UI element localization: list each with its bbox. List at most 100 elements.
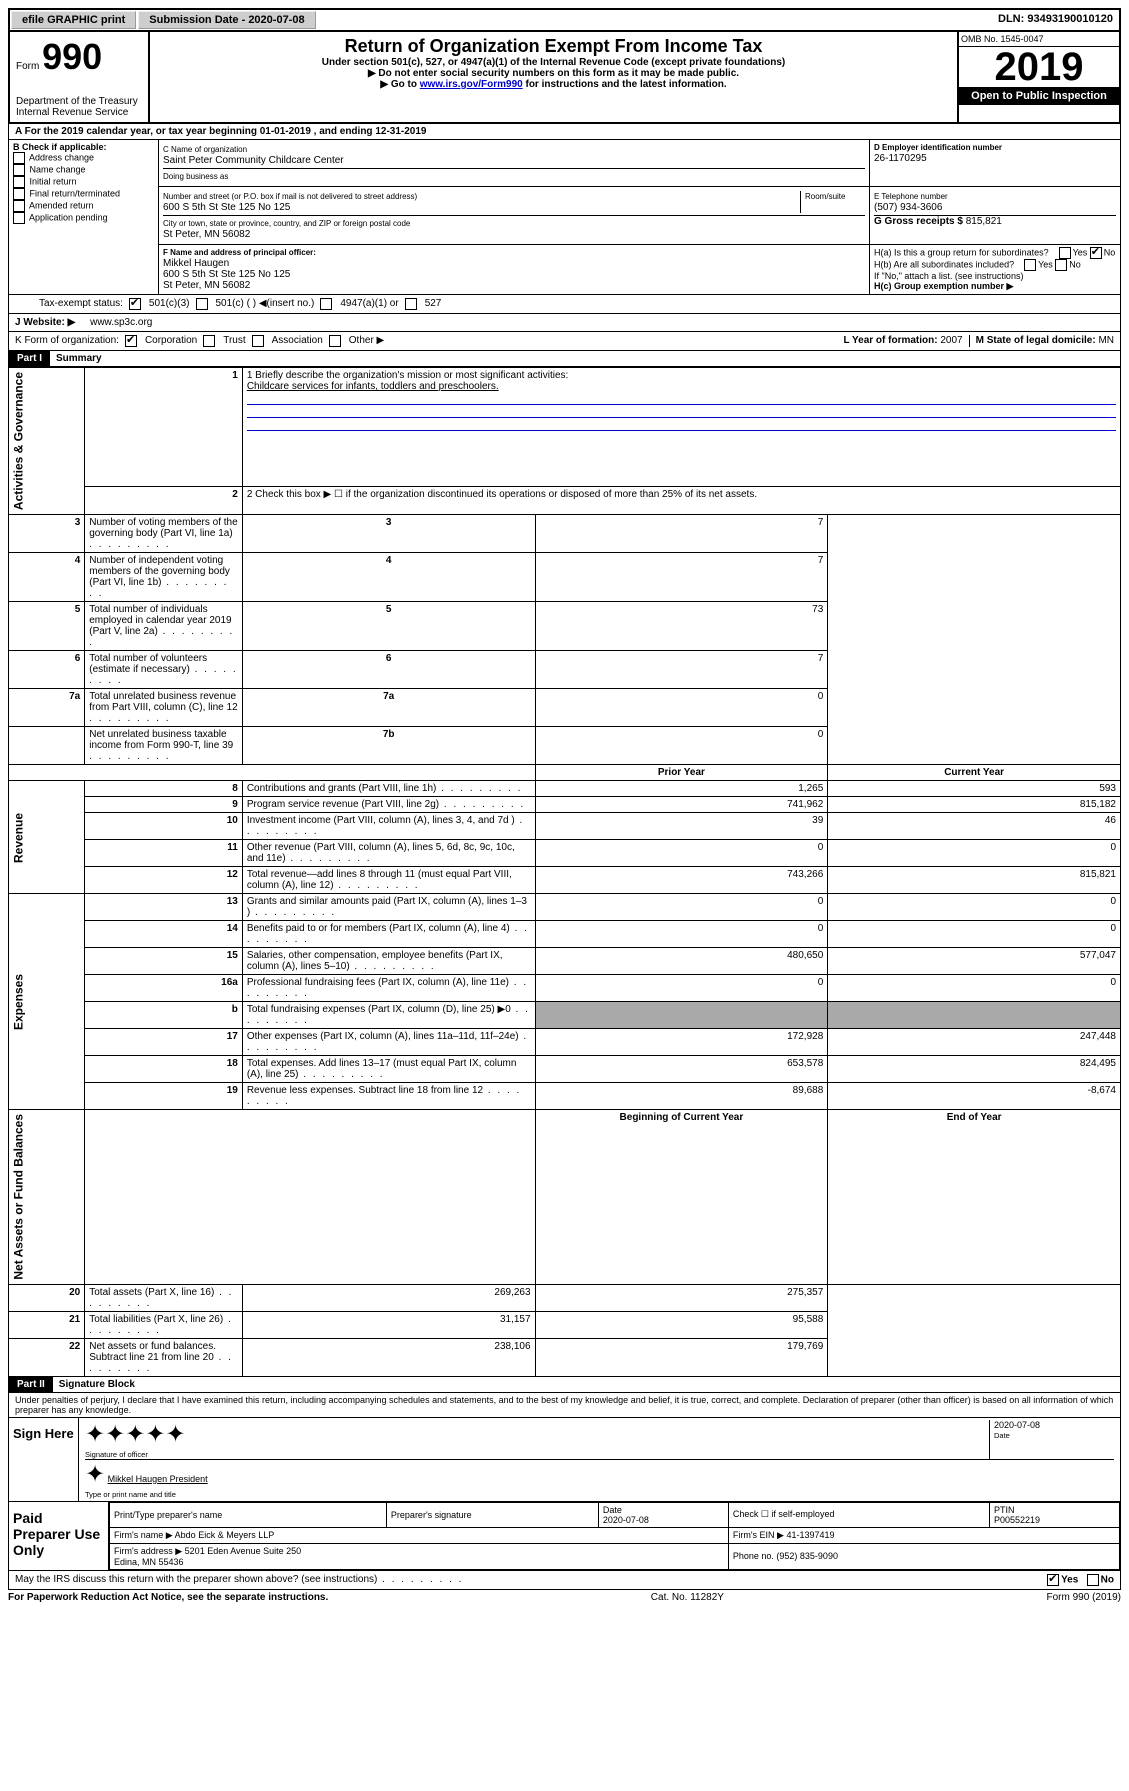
other-checkbox[interactable]: [329, 335, 341, 347]
telephone-value: (507) 934-3606: [874, 202, 942, 213]
dba-label: Doing business as: [163, 172, 228, 181]
form-title: Return of Organization Exempt From Incom…: [156, 36, 951, 57]
hc-label: H(c) Group exemption number ▶: [874, 281, 1013, 291]
note2-post: for instructions and the latest informat…: [523, 79, 727, 90]
summary-table: Activities & Governance 1 1 Briefly desc…: [8, 367, 1121, 1377]
part-ii-header: Part II Signature Block: [8, 1377, 1121, 1393]
year-formation-value: 2007: [940, 335, 962, 346]
prep-sig-label: Preparer's signature: [386, 1502, 598, 1527]
form-header: Form 990 Department of the Treasury Inte…: [8, 32, 1121, 124]
footer-right: Form 990 (2019): [1047, 1592, 1121, 1603]
part-i-header: Part I Summary: [8, 351, 1121, 367]
gross-value: 815,821: [966, 216, 1002, 227]
initial-return-checkbox[interactable]: [13, 176, 25, 188]
sig-officer-label: Signature of officer: [85, 1450, 148, 1459]
ein-value: 26-1170295: [874, 153, 927, 164]
hb-yes-checkbox[interactable]: [1024, 259, 1036, 271]
sign-here-label: Sign Here: [9, 1418, 79, 1501]
discuss-text: May the IRS discuss this return with the…: [15, 1574, 463, 1586]
ha-no-checkbox[interactable]: [1090, 247, 1102, 259]
discuss-no-checkbox[interactable]: [1087, 1574, 1099, 1586]
rowk-label: K Form of organization:: [15, 335, 119, 347]
preparer-table: Print/Type preparer's name Preparer's si…: [109, 1502, 1120, 1570]
hb-label: H(b) Are all subordinates included?: [874, 259, 1014, 269]
amended-return-checkbox[interactable]: [13, 200, 25, 212]
address-value: 600 S 5th St Ste 125 No 125: [163, 202, 290, 213]
sig-date-label: Date: [994, 1431, 1010, 1440]
gross-label: G Gross receipts $: [874, 216, 963, 227]
dept-label: Department of the Treasury Internal Reve…: [16, 96, 142, 118]
tax-exempt-row: Tax-exempt status: 501(c)(3) 501(c) ( ) …: [8, 295, 1121, 314]
corp-checkbox[interactable]: [125, 335, 137, 347]
end-year-hdr: End of Year: [947, 1112, 1002, 1123]
row-a-tax-year: A For the 2019 calendar year, or tax yea…: [8, 124, 1121, 140]
prior-year-hdr: Prior Year: [658, 767, 705, 778]
website-row: J Website: ▶ www.sp3c.org: [8, 314, 1121, 332]
527-checkbox[interactable]: [405, 298, 417, 310]
ptin-value: P00552219: [994, 1515, 1040, 1525]
footer-left: For Paperwork Reduction Act Notice, see …: [8, 1592, 328, 1603]
telephone-label: E Telephone number: [874, 192, 948, 201]
form-prefix: Form: [16, 61, 39, 72]
discuss-yes-checkbox[interactable]: [1047, 1574, 1059, 1586]
efile-print-button[interactable]: efile GRAPHIC print: [11, 11, 136, 29]
line1-value: Childcare services for infants, toddlers…: [247, 381, 499, 392]
form-subtitle: Under section 501(c), 527, or 4947(a)(1)…: [156, 57, 951, 68]
prep-name-label: Print/Type preparer's name: [110, 1502, 387, 1527]
ha-label: H(a) Is this a group return for subordin…: [874, 247, 1049, 257]
dln-label: DLN: 93493190010120: [992, 10, 1119, 30]
website-value: www.sp3c.org: [90, 317, 152, 328]
begin-year-hdr: Beginning of Current Year: [620, 1112, 744, 1123]
open-inspection-badge: Open to Public Inspection: [959, 87, 1119, 105]
state-value: MN: [1098, 335, 1114, 346]
discuss-row: May the IRS discuss this return with the…: [8, 1571, 1121, 1590]
name-title-label: Type or print name and title: [85, 1490, 176, 1499]
line1-label: 1 Briefly describe the organization's mi…: [247, 370, 569, 381]
page-footer: For Paperwork Reduction Act Notice, see …: [8, 1590, 1121, 1605]
part-i-badge: Part I: [9, 351, 50, 366]
tax-year: 2019: [959, 47, 1119, 87]
trust-checkbox[interactable]: [203, 335, 215, 347]
line2: 2 Check this box ▶ ☐ if the organization…: [242, 487, 1120, 515]
firm-name: Abdo Eick & Meyers LLP: [175, 1530, 275, 1540]
officer-label: F Name and address of principal officer:: [163, 248, 316, 257]
tax-status-label: Tax-exempt status:: [39, 298, 123, 310]
year-formation-label: L Year of formation:: [844, 335, 938, 346]
application-pending-checkbox[interactable]: [13, 212, 25, 224]
section-b-to-g: B Check if applicable: Address change Na…: [8, 140, 1121, 295]
city-value: St Peter, MN 56082: [163, 229, 250, 240]
city-label: City or town, state or province, country…: [163, 219, 410, 228]
paid-preparer-label: Paid Preparer Use Only: [9, 1502, 109, 1570]
submission-date-button[interactable]: Submission Date - 2020-07-08: [138, 11, 315, 29]
name-change-checkbox[interactable]: [13, 164, 25, 176]
address-change-checkbox[interactable]: [13, 152, 25, 164]
final-return-checkbox[interactable]: [13, 188, 25, 200]
ha-yes-checkbox[interactable]: [1059, 247, 1071, 259]
part-ii-title: Signature Block: [53, 1377, 141, 1392]
org-name-label: C Name of organization: [163, 145, 247, 154]
assoc-checkbox[interactable]: [252, 335, 264, 347]
footer-mid: Cat. No. 11282Y: [651, 1592, 724, 1603]
perjury-text: Under penalties of perjury, I declare th…: [9, 1393, 1120, 1418]
501c3-checkbox[interactable]: [129, 298, 141, 310]
signature-block: Under penalties of perjury, I declare th…: [8, 1393, 1121, 1571]
firm-ein: 41-1397419: [787, 1530, 835, 1540]
officer-name: Mikkel Haugen: [163, 258, 229, 269]
irs-link[interactable]: www.irs.gov/Form990: [420, 79, 523, 90]
website-label: J Website: ▶: [15, 317, 75, 328]
officer-addr2: St Peter, MN 56082: [163, 280, 250, 291]
hb-no-checkbox[interactable]: [1055, 259, 1067, 271]
4947-checkbox[interactable]: [320, 298, 332, 310]
prep-date: 2020-07-08: [603, 1515, 649, 1525]
self-employed-check: Check ☐ if self-employed: [728, 1502, 989, 1527]
501c-checkbox[interactable]: [196, 298, 208, 310]
form-note1: ▶ Do not enter social security numbers o…: [156, 68, 951, 79]
ein-label: D Employer identification number: [874, 143, 1002, 152]
officer-name-title: Mikkel Haugen President: [108, 1474, 208, 1484]
part-ii-badge: Part II: [9, 1377, 53, 1392]
hb-note: If "No," attach a list. (see instruction…: [874, 271, 1116, 281]
sidebar-governance: Activities & Governance: [9, 368, 85, 515]
form-of-org-row: K Form of organization: Corporation Trus…: [8, 332, 1121, 351]
room-label: Room/suite: [805, 192, 845, 201]
address-label: Number and street (or P.O. box if mail i…: [163, 192, 417, 201]
